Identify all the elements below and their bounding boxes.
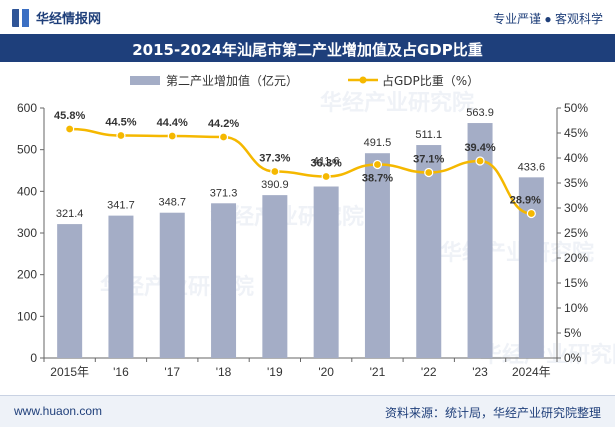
line-point <box>475 156 485 166</box>
x-tick-label: '19 <box>267 365 283 379</box>
brand-logo: 华经情报网 <box>12 8 101 27</box>
legend-swatch-bar <box>130 76 160 85</box>
x-tick-label: '16 <box>113 365 129 379</box>
watermark-text: 华经产业研究院 <box>440 240 594 266</box>
data-source: 资料来源：统计局，华经产业研究院整理 <box>384 406 601 420</box>
line-point <box>116 130 126 141</box>
y-right-tick-label: 10% <box>564 301 588 315</box>
line-point <box>424 167 434 178</box>
x-tick-label: '23 <box>472 365 488 379</box>
bar <box>518 177 544 358</box>
y-right-tick-label: 30% <box>564 201 588 215</box>
y-left-tick-label: 300 <box>17 226 37 240</box>
x-tick-label: '17 <box>164 365 180 379</box>
line-point <box>167 131 177 141</box>
y-left-tick-label: 500 <box>17 143 37 157</box>
footer-divider <box>0 395 615 396</box>
line-value-label: 37.3% <box>259 153 290 165</box>
y-right-tick-label: 0% <box>564 351 582 365</box>
y-left-tick-label: 0 <box>30 351 37 365</box>
bar <box>262 195 288 358</box>
bar-value-label: 433.6 <box>518 161 546 173</box>
x-tick-label: '18 <box>216 365 232 379</box>
y-left-tick-label: 100 <box>17 309 37 323</box>
x-tick-label: 2015年 <box>50 365 89 379</box>
y-right-tick-label: 50% <box>564 101 588 115</box>
y-right-tick-label: 20% <box>564 251 588 265</box>
y-right-tick-label: 40% <box>564 151 588 165</box>
y-right-tick-label: 5% <box>564 326 582 340</box>
bar-value-label: 371.3 <box>210 187 238 199</box>
line-point <box>65 124 75 134</box>
line-series-path <box>69 127 532 215</box>
x-tick-label: '22 <box>421 365 437 379</box>
x-tick-label: '20 <box>318 365 334 379</box>
brand-name: 华经情报网 <box>36 11 102 26</box>
legend-label-line: 占GDP比重（%） <box>382 73 479 88</box>
watermark-text: 华经产业研究院 <box>480 342 615 368</box>
line-value-label: 44.5% <box>105 117 136 129</box>
bar-value-label: 321.4 <box>56 208 84 220</box>
chart-title: 2015-2024年汕尾市第二产业增加值及占GDP比重 <box>132 41 483 59</box>
bar-value-label: 411.6 <box>313 156 340 168</box>
bar-value-label: 563.9 <box>466 107 494 119</box>
line-point <box>321 171 331 182</box>
line-point <box>372 159 383 170</box>
bar-value-label: 511.1 <box>415 129 442 141</box>
bar-value-label: 390.9 <box>261 179 289 191</box>
watermark-text: 华经产业研究院 <box>320 90 474 116</box>
bar <box>108 215 134 358</box>
y-right-tick-label: 45% <box>564 126 588 140</box>
footer-bar: www.huaon.com 资料来源：统计局，华经产业研究院整理 <box>0 396 615 427</box>
bar <box>313 186 339 358</box>
y-right-tick-label: 25% <box>564 226 588 240</box>
chart-area: 华经产业研究院华经产业研究院华经产业研究院华经产业研究院华经产业研究院第二产业增… <box>17 73 615 379</box>
title-bar: 2015-2024年汕尾市第二产业增加值及占GDP比重 <box>0 34 615 62</box>
y-right-tick-label: 15% <box>564 276 588 290</box>
legend-label-bar: 第二产业增加值（亿元） <box>166 73 298 88</box>
line-value-label: 36.3% <box>311 158 342 170</box>
bar-value-label: 348.7 <box>158 197 186 209</box>
line-point <box>526 208 536 219</box>
brand-slogan: 专业严谨 ● 客观科学 <box>493 12 603 26</box>
line-point <box>218 132 229 142</box>
website-link[interactable]: www.huaon.com <box>14 404 103 418</box>
line-value-label: 38.7% <box>362 173 393 185</box>
brand-logo-icon <box>12 8 30 27</box>
line-value-label: 37.1% <box>413 154 444 166</box>
y-left-tick-label: 400 <box>17 184 37 198</box>
line-point <box>270 166 280 177</box>
y-left-tick-label: 200 <box>17 268 37 282</box>
bar <box>211 203 237 358</box>
line-value-label: 39.4% <box>464 142 495 154</box>
legend-marker-line <box>359 76 367 84</box>
bar <box>364 153 390 358</box>
bar <box>57 224 83 358</box>
line-value-label: 45.8% <box>54 110 85 122</box>
line-value-label: 28.9% <box>510 195 541 207</box>
y-right-tick-label: 35% <box>564 176 588 190</box>
bar <box>159 212 185 358</box>
bar <box>416 145 442 358</box>
x-tick-label: '21 <box>370 365 386 379</box>
bar-value-label: 341.7 <box>107 200 135 212</box>
line-value-label: 44.2% <box>208 118 239 130</box>
top-bar: 华经情报网 专业严谨 ● 客观科学 <box>0 0 615 34</box>
line-value-label: 44.4% <box>157 117 188 129</box>
y-left-tick-label: 600 <box>17 101 37 115</box>
bar-value-label: 491.5 <box>364 137 392 149</box>
x-tick-label: 2024年 <box>512 365 551 379</box>
